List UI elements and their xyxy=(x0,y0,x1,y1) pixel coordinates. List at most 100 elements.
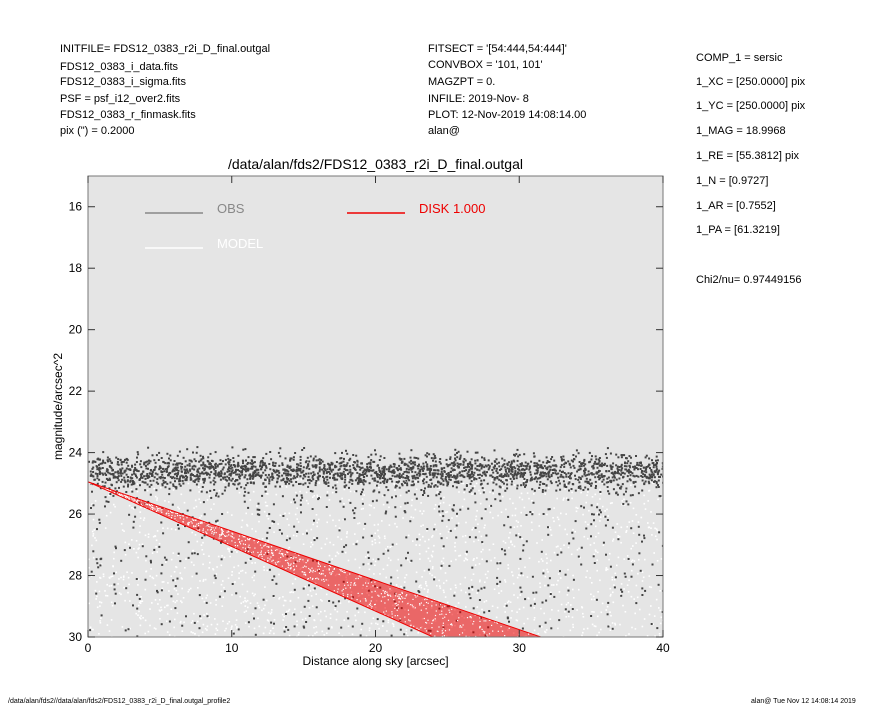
model-point xyxy=(374,538,376,541)
model-point xyxy=(135,612,137,615)
obs-point xyxy=(109,478,111,481)
obs-point xyxy=(470,489,473,492)
model-point xyxy=(155,574,158,577)
obs-point xyxy=(96,475,99,477)
model-point xyxy=(586,494,588,497)
obs-point xyxy=(548,508,551,511)
obs-point xyxy=(229,474,232,477)
obs-point xyxy=(274,471,277,474)
model-point xyxy=(447,478,449,481)
obs-point xyxy=(584,486,587,489)
model-point xyxy=(657,498,659,501)
obs-point xyxy=(383,494,386,497)
obs-point xyxy=(415,580,418,583)
obs-point xyxy=(410,629,413,632)
model-point xyxy=(114,505,116,508)
obs-point xyxy=(601,476,604,478)
disk-gap xyxy=(479,617,481,619)
obs-point xyxy=(290,480,293,483)
obs-point xyxy=(188,462,191,465)
disk-gap xyxy=(168,513,170,515)
model-point xyxy=(488,505,491,507)
model-point xyxy=(422,535,424,538)
obs-point xyxy=(323,477,326,480)
obs-point xyxy=(307,475,310,478)
disk-gap xyxy=(136,502,138,504)
obs-point xyxy=(516,484,519,487)
obs-point xyxy=(197,480,200,483)
obs-point xyxy=(429,470,432,473)
obs-point xyxy=(229,459,232,461)
obs-point xyxy=(481,464,484,467)
model-point xyxy=(297,633,300,636)
obs-point xyxy=(166,482,169,485)
obs-point xyxy=(463,466,466,469)
model-point xyxy=(595,525,597,528)
obs-point xyxy=(555,489,558,492)
model-point xyxy=(336,551,339,554)
obs-point xyxy=(516,487,519,490)
disk-gap xyxy=(361,593,363,595)
disk-gap xyxy=(263,554,265,556)
model-point xyxy=(596,615,599,618)
obs-point xyxy=(325,482,328,485)
obs-point xyxy=(545,475,548,478)
disk-gap xyxy=(360,576,362,578)
obs-point xyxy=(414,463,417,466)
model-point xyxy=(346,479,349,481)
obs-point xyxy=(640,464,643,467)
obs-point xyxy=(628,471,630,474)
obs-point xyxy=(515,477,518,480)
model-point xyxy=(336,481,339,484)
obs-point xyxy=(396,474,399,477)
obs-point xyxy=(135,578,138,580)
model-point xyxy=(513,526,516,528)
obs-point xyxy=(457,480,460,483)
obs-point xyxy=(398,486,401,489)
model-point xyxy=(297,596,300,599)
obs-point xyxy=(585,480,588,483)
obs-point xyxy=(202,472,205,475)
model-point xyxy=(316,521,318,524)
obs-point xyxy=(233,483,236,486)
obs-point xyxy=(224,476,226,479)
model-point xyxy=(91,503,93,505)
disk-gap xyxy=(175,512,177,514)
param-mag: 1_MAG = 18.9968 xyxy=(696,125,786,137)
obs-point xyxy=(533,489,536,492)
obs-point xyxy=(599,511,602,514)
model-point xyxy=(290,501,292,504)
obs-point xyxy=(122,485,125,488)
obs-point xyxy=(120,463,123,466)
obs-point xyxy=(300,494,303,497)
obs-point xyxy=(611,526,614,529)
fitsect-line: FITSECT = '[54:444,54:444]' xyxy=(428,43,567,55)
obs-point xyxy=(150,561,152,564)
model-point xyxy=(385,548,387,550)
obs-point xyxy=(296,473,299,476)
model-point xyxy=(434,523,436,526)
model-point xyxy=(553,520,555,523)
model-point xyxy=(596,559,598,561)
obs-point xyxy=(243,500,246,503)
obs-point xyxy=(96,482,99,485)
obs-point xyxy=(208,476,211,479)
obs-point xyxy=(479,463,482,466)
obs-point xyxy=(483,459,486,461)
obs-point xyxy=(341,550,344,553)
obs-point xyxy=(567,475,570,478)
obs-point xyxy=(400,483,403,486)
disk-gap xyxy=(194,519,196,521)
obs-point xyxy=(258,474,261,477)
obs-point xyxy=(163,470,166,473)
model-point xyxy=(214,618,216,620)
obs-point xyxy=(398,452,401,455)
obs-point xyxy=(315,464,318,467)
model-point xyxy=(209,561,211,564)
obs-point xyxy=(388,477,391,480)
model-point xyxy=(88,558,90,561)
obs-point xyxy=(517,471,519,474)
model-point xyxy=(654,527,656,530)
obs-point xyxy=(98,463,100,466)
obs-point xyxy=(92,471,95,473)
